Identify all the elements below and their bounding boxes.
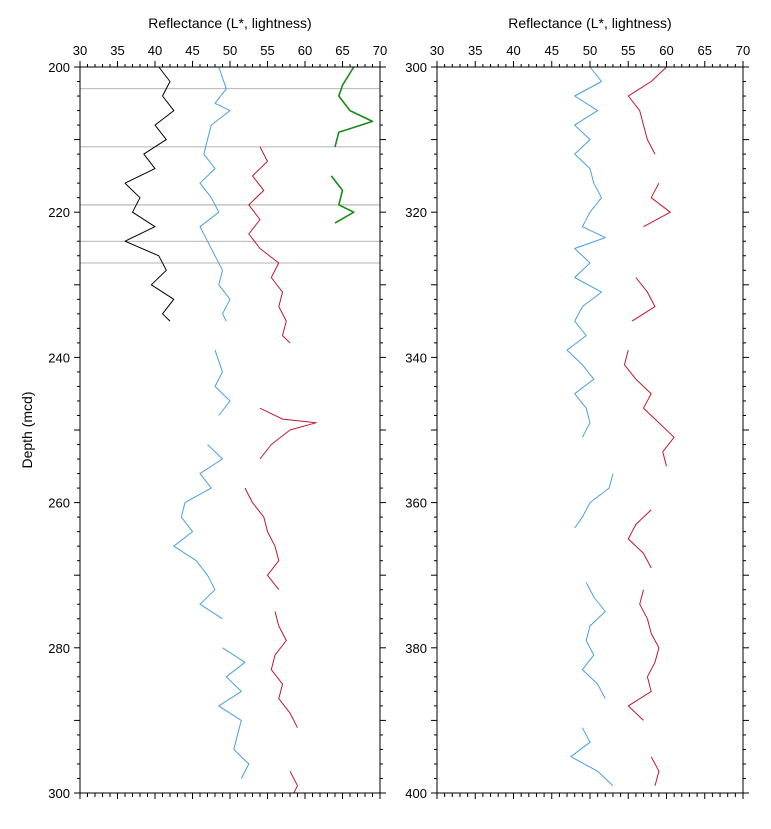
panel-2-series-line-9: [627, 589, 660, 721]
panel-1-x-tick-label-1: 35: [110, 43, 124, 58]
panel-2-frame: [436, 66, 744, 794]
panel-1-x-tick-label-0: 30: [73, 43, 87, 58]
panel-2-series-line-6: [631, 277, 656, 322]
panel-1-series-line-7: [244, 487, 280, 591]
panel-2-series-line-3: [570, 727, 614, 787]
panel-2-y-tick-label-2: 340: [405, 350, 427, 365]
panel-2-series-line-2: [581, 582, 606, 699]
panel-1-series-line-4: [218, 647, 250, 779]
panel-2-x-tick-label-6: 60: [659, 43, 673, 58]
panel-1-x-tick-label-7: 65: [335, 43, 349, 58]
panel-1-series-line-9: [289, 770, 298, 794]
panel-2-y-tick-label-4: 380: [405, 641, 427, 656]
panel-2-series-line-1: [574, 473, 614, 529]
panel-1-y-tick-label-0: 200: [48, 60, 70, 75]
panel-2-series-line-5: [643, 182, 671, 228]
panel-2-x-tick-label-1: 35: [468, 43, 482, 58]
panel-2-x-tick-label-2: 40: [506, 43, 520, 58]
panel-2-y-tick-label-3: 360: [405, 496, 427, 511]
panel-1-series-line-2: [214, 349, 231, 416]
panel-2-series-line-4: [627, 66, 667, 155]
panel-1-series-line-1: [199, 66, 231, 322]
panel-1-series-line-3: [173, 444, 223, 620]
panel-2-series-line-7: [623, 349, 675, 467]
panel-1-x-tick-label-3: 45: [185, 43, 199, 58]
panel-2-series-line-10: [650, 756, 660, 786]
panel-1-x-tick-label-5: 55: [260, 43, 274, 58]
panel-1-y-tick-label-5: 300: [48, 786, 70, 801]
panel-1-series-line-6: [259, 407, 317, 460]
panel-2-x-axis-title: Reflectance (L*, lightness): [508, 15, 671, 31]
panel-2-y-tick-label-0: 300: [405, 60, 427, 75]
panel-1-y-tick-label-2: 240: [48, 350, 70, 365]
panel-2-y-tick-label-5: 400: [405, 786, 427, 801]
panel-1-series-line-11: [330, 175, 355, 224]
panel-1-y-tick-label-1: 220: [48, 205, 70, 220]
panel-2-x-tick-label-7: 65: [698, 43, 712, 58]
panel-2-series-line-0: [566, 66, 606, 438]
panel-1-x-tick-label-4: 50: [223, 43, 237, 58]
panel-1-y-tick-label-3: 260: [48, 496, 70, 511]
panel-2-series-line-8: [627, 509, 652, 569]
panel-2-y-tick-label-1: 320: [405, 205, 427, 220]
panel-1-series-line-5: [248, 146, 291, 344]
panel-1-x-tick-label-2: 40: [148, 43, 162, 58]
panel-1-x-axis-title: Reflectance (L*, lightness): [148, 15, 311, 31]
panel-1-x-tick-label-8: 70: [373, 43, 387, 58]
panel-2-x-tick-label-5: 55: [621, 43, 635, 58]
panel-2-x-tick-label-4: 50: [583, 43, 597, 58]
panel-1-x-tick-label-6: 60: [298, 43, 312, 58]
panel-2-x-tick-label-0: 30: [430, 43, 444, 58]
panel-2-x-tick-label-3: 45: [545, 43, 559, 58]
panel-1-y-tick-label-4: 280: [48, 641, 70, 656]
panel-1-series-line-0: [124, 66, 175, 322]
panel-2-x-tick-label-8: 70: [736, 43, 750, 58]
panel-1-frame: [79, 66, 381, 794]
panel-1-y-axis-title: Depth (mcd): [19, 391, 35, 468]
panel-1-series-line-10: [334, 66, 374, 148]
panel-1-series-line-8: [270, 611, 298, 728]
